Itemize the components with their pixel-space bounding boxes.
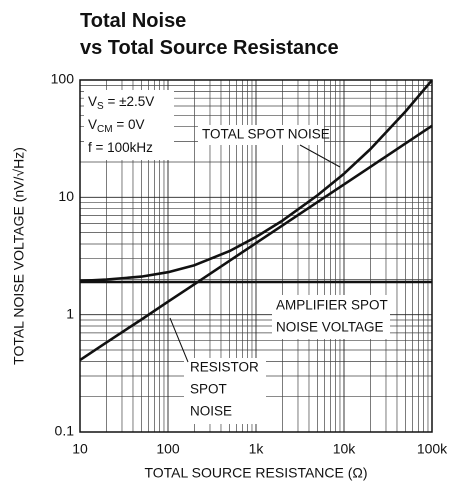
x-tick-label: 100k xyxy=(417,441,448,457)
annotation: AMPLIFIER SPOT xyxy=(276,298,388,313)
condition-part: = 0V xyxy=(113,117,145,132)
lines xyxy=(79,79,433,362)
x-tick-label: 100 xyxy=(156,441,180,457)
y-tick-label: 0.1 xyxy=(55,423,75,439)
label-bg xyxy=(84,90,174,160)
y-tick-label: 1 xyxy=(66,305,74,321)
condition-part: f = 100kHz xyxy=(88,140,153,155)
chart-title: vs Total Source Resistance xyxy=(80,37,339,59)
label-bg xyxy=(184,358,266,424)
y-tick-label: 100 xyxy=(51,71,75,87)
x-axis-label: TOTAL SOURCE RESISTANCE (Ω) xyxy=(144,465,367,481)
x-tick-label: 10k xyxy=(333,441,357,457)
label-bg xyxy=(272,295,390,339)
annotation: NOISE xyxy=(190,404,232,419)
condition-part: V xyxy=(88,117,97,132)
x-tick-label: 10 xyxy=(72,441,88,457)
annotation: TOTAL SPOT NOISE xyxy=(202,127,330,142)
leader xyxy=(299,144,341,168)
label-bg xyxy=(198,125,324,145)
y-axis-label: TOTAL NOISE VOLTAGE (nV/√Hz) xyxy=(11,147,27,365)
series-line xyxy=(79,124,433,362)
annotation: RESISTOR xyxy=(190,360,259,375)
x-tick-label: 1k xyxy=(249,441,265,457)
condition: f = 100kHz xyxy=(88,140,153,155)
series-line xyxy=(79,79,433,283)
y-tick-label: 10 xyxy=(58,188,74,204)
leader xyxy=(169,317,189,363)
condition-part: V xyxy=(88,94,97,109)
annotation: SPOT xyxy=(190,382,227,397)
condition: VCM = 0V xyxy=(88,117,144,135)
condition-part: CM xyxy=(97,124,113,135)
plot-frame xyxy=(79,79,433,433)
condition-part: S xyxy=(97,101,104,112)
annotation: NOISE VOLTAGE xyxy=(276,320,384,335)
condition: VS = ±2.5V xyxy=(88,94,154,112)
condition-part: = ±2.5V xyxy=(104,94,155,109)
chart-title: Total Noise xyxy=(80,10,186,32)
